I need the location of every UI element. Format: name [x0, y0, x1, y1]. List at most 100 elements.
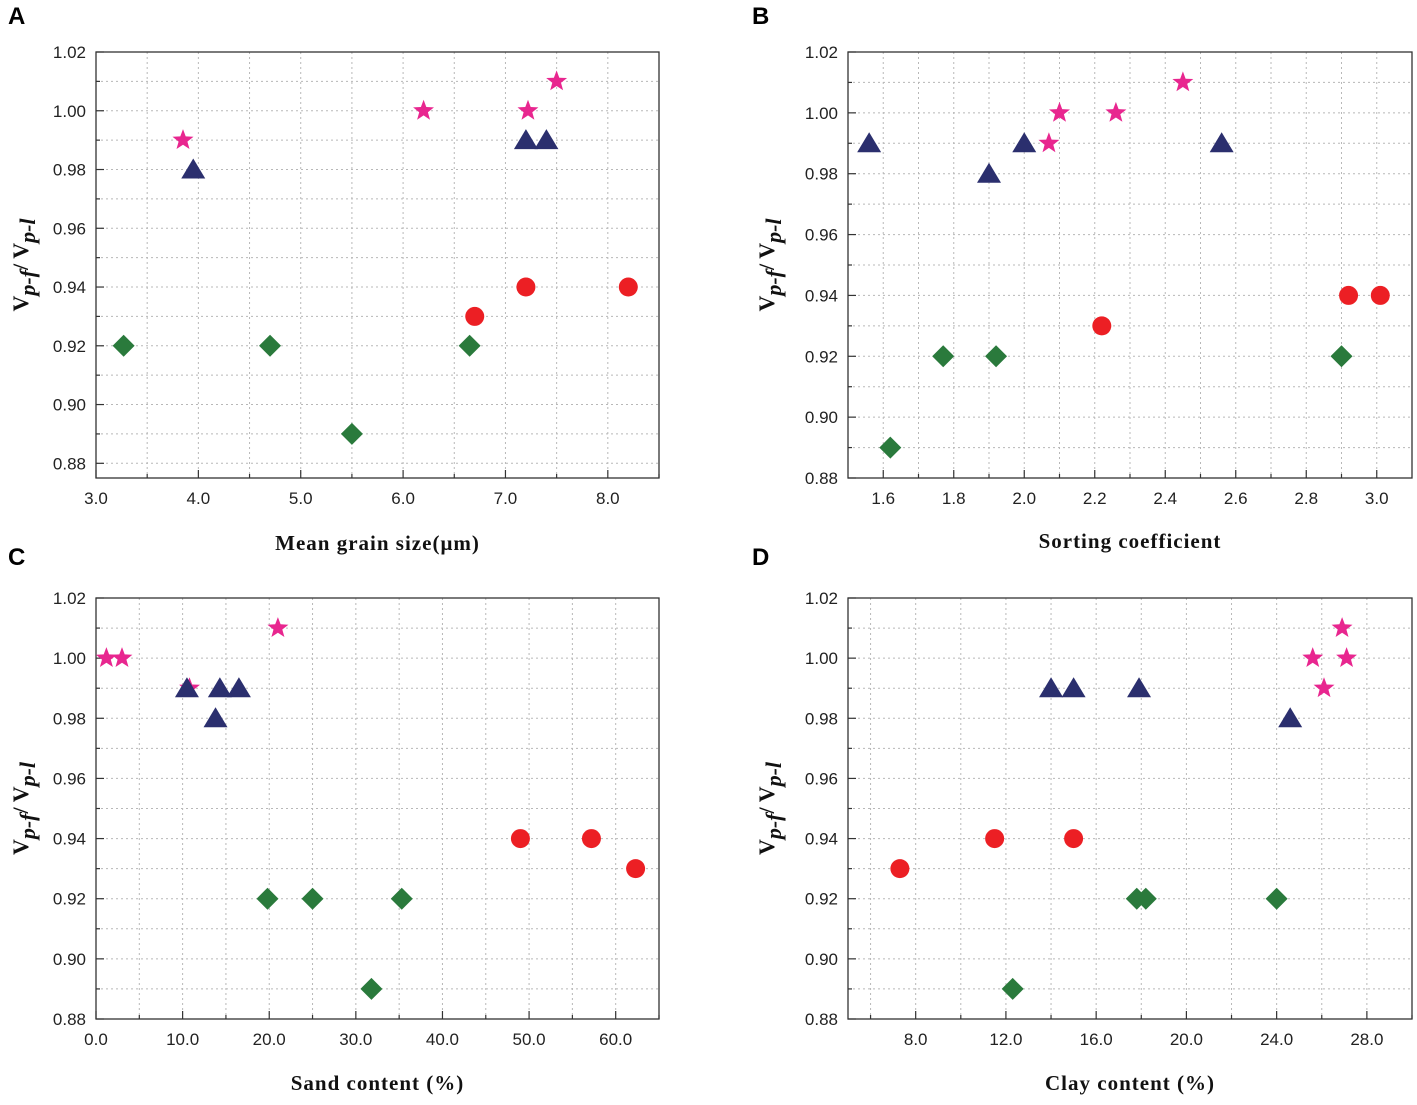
data-point-circle [985, 829, 1005, 849]
y-axis-title-main: V [8, 296, 33, 312]
x-tick-label: 2.2 [1083, 489, 1107, 508]
x-tick-label: 2.0 [1012, 489, 1036, 508]
data-point-triangle [226, 677, 251, 698]
x-tick-label: 3.0 [1365, 489, 1389, 508]
panel-letter: A [8, 3, 25, 30]
y-tick-label: 1.02 [53, 589, 86, 608]
x-tick-label: 1.6 [871, 489, 895, 508]
y-tick-label: 1.02 [805, 43, 838, 62]
data-point-triangle [203, 707, 228, 728]
data-point-triangle [207, 677, 232, 698]
data-point-star [546, 70, 568, 91]
panel-C: 0.0 10.0 20.0 30.0 40.0 50.0 60.0 0.88 0.90 0.92 0… [8, 544, 660, 1095]
data-point-star [413, 99, 434, 120]
x-tick-label: 20.0 [253, 1030, 286, 1049]
y-tick-label: 1.02 [53, 43, 86, 62]
y-axis-title-main: V [754, 296, 779, 312]
data-point-star [1336, 647, 1357, 667]
x-tick-label: 0.0 [84, 1030, 108, 1049]
y-tick-label: 0.90 [53, 950, 86, 969]
data-point-diamond [1330, 345, 1353, 368]
data-point-star [1331, 617, 1353, 637]
x-tick-label: 7.0 [494, 489, 518, 508]
x-axis-title: Sorting coefficient [1039, 529, 1222, 553]
y-tick-label: 0.88 [53, 1010, 86, 1029]
y-tick-label: 1.00 [53, 649, 86, 668]
y-axis-title-main: V [754, 839, 779, 855]
x-tick-label: 30.0 [339, 1030, 372, 1049]
y-tick-label: 0.98 [53, 709, 86, 728]
data-point-star [95, 647, 117, 667]
data-point-circle [618, 277, 638, 297]
y-tick-label: 0.88 [53, 454, 86, 473]
x-tick-label: 24.0 [1260, 1030, 1293, 1049]
x-axis-title: Sand content (%) [291, 1071, 465, 1095]
y-tick-label: 0.94 [53, 830, 86, 849]
x-tick-label: 60.0 [599, 1030, 632, 1049]
data-point-circle [581, 829, 601, 849]
x-tick-label: 1.8 [942, 489, 966, 508]
y-tick-label: 1.02 [805, 589, 838, 608]
x-tick-label: 8.0 [904, 1030, 928, 1049]
data-point-star [267, 617, 289, 637]
y-tick-label: 0.90 [805, 950, 838, 969]
y-axis-title-sub1: p-f [15, 267, 40, 297]
data-point-circle [1092, 316, 1112, 336]
data-point-diamond [1265, 887, 1288, 910]
x-tick-label: 2.6 [1224, 489, 1248, 508]
x-tick-label: 5.0 [289, 489, 313, 508]
data-point-diamond [879, 436, 902, 459]
x-tick-label: 6.0 [391, 489, 415, 508]
y-tick-label: 0.90 [53, 396, 86, 415]
data-point-circle [510, 829, 530, 849]
y-tick-label: 0.92 [53, 890, 86, 909]
data-point-diamond [340, 422, 363, 445]
y-tick-label: 0.88 [805, 469, 838, 488]
data-point-diamond [1134, 887, 1157, 910]
panel-A: 3.0 4.0 5.0 6.0 7.0 8.0 0.88 0.90 0.92 0.94 0.96 0.… [8, 3, 660, 555]
data-point-diamond [360, 977, 383, 1000]
data-point-star [111, 647, 133, 667]
y-axis-title: Vp-f/ Vp-l [754, 218, 786, 312]
panel-B: 1.6 1.8 2.0 2.2 2.4 2.6 2.8 3.0 0.88 0.90 0.92 0.94… [752, 3, 1413, 553]
x-tick-label: 3.0 [84, 489, 108, 508]
data-point-circle [465, 306, 485, 326]
y-tick-label: 0.98 [805, 709, 838, 728]
data-point-diamond [259, 334, 282, 357]
y-tick-label: 0.94 [805, 286, 838, 305]
y-tick-label: 0.98 [53, 161, 86, 180]
data-point-triangle [1278, 707, 1303, 728]
data-point-circle [516, 277, 536, 297]
x-tick-label: 2.4 [1153, 489, 1177, 508]
y-axis-title-sep: / V [754, 243, 779, 271]
data-point-diamond [458, 334, 481, 357]
data-point-star [517, 99, 539, 120]
data-point-circle [626, 859, 646, 879]
y-tick-label: 0.94 [805, 830, 838, 849]
data-point-diamond [985, 345, 1008, 368]
data-point-diamond [301, 887, 324, 910]
y-tick-label: 0.92 [53, 337, 86, 356]
data-point-triangle [857, 132, 882, 153]
y-tick-label: 1.00 [805, 649, 838, 668]
data-point-star [1105, 101, 1127, 122]
x-tick-label: 20.0 [1170, 1030, 1203, 1049]
y-axis-title-sub1: p-f [761, 811, 786, 841]
y-axis-title-sub2: p-l [15, 761, 40, 788]
x-tick-label: 50.0 [513, 1030, 546, 1049]
data-point-circle [890, 859, 910, 879]
y-tick-label: 0.96 [53, 219, 86, 238]
y-axis-title: Vp-f/ Vp-l [754, 761, 786, 855]
data-point-diamond [932, 345, 955, 368]
y-tick-label: 0.96 [805, 769, 838, 788]
y-axis-title-sep: / V [8, 786, 33, 814]
y-tick-label: 0.96 [53, 769, 86, 788]
data-point-triangle [1209, 132, 1234, 153]
y-axis-title-sub2: p-l [761, 218, 786, 245]
data-point-triangle [513, 129, 538, 150]
x-tick-label: 28.0 [1350, 1030, 1383, 1049]
data-point-circle [1339, 285, 1359, 305]
data-point-triangle [977, 162, 1001, 183]
panel-D: 8.0 12.0 16.0 20.0 24.0 28.0 0.88 0.90 0.92 0.94 0… [752, 544, 1413, 1095]
